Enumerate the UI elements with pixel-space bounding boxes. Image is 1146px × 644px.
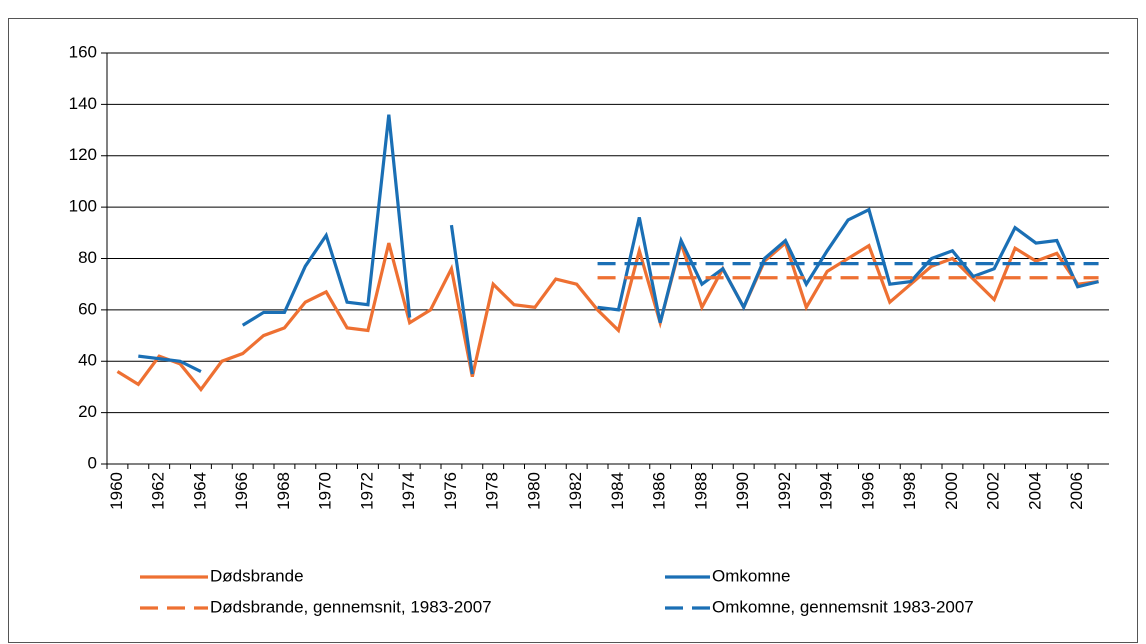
legend-label: Omkomne bbox=[712, 566, 790, 585]
y-tick-label: 140 bbox=[69, 94, 97, 113]
y-tick-label: 40 bbox=[78, 351, 97, 370]
x-tick-label: 1988 bbox=[691, 472, 710, 510]
legend-label: Dødsbrande, gennemsnit, 1983-2007 bbox=[210, 597, 492, 616]
x-tick-label: 1998 bbox=[900, 472, 919, 510]
x-tick-label: 1996 bbox=[858, 472, 877, 510]
legend-label: Omkomne, gennemsnit 1983-2007 bbox=[712, 597, 974, 616]
chart-frame bbox=[8, 18, 1138, 643]
x-tick-label: 1974 bbox=[399, 472, 418, 510]
x-tick-label: 1984 bbox=[608, 472, 627, 510]
y-tick-label: 100 bbox=[69, 197, 97, 216]
x-tick-label: 1994 bbox=[817, 472, 836, 510]
x-tick-label: 1992 bbox=[775, 472, 794, 510]
x-tick-label: 1966 bbox=[232, 472, 251, 510]
legend-label: Dødsbrande bbox=[210, 566, 304, 585]
y-tick-label: 160 bbox=[69, 42, 97, 61]
x-tick-label: 2000 bbox=[942, 472, 961, 510]
x-tick-label: 1978 bbox=[483, 472, 502, 510]
y-tick-label: 0 bbox=[88, 453, 97, 472]
y-tick-label: 60 bbox=[78, 299, 97, 318]
x-tick-label: 1980 bbox=[524, 472, 543, 510]
y-tick-label: 80 bbox=[78, 248, 97, 267]
x-tick-label: 2006 bbox=[1067, 472, 1086, 510]
x-tick-label: 1968 bbox=[274, 472, 293, 510]
x-tick-label: 1982 bbox=[566, 472, 585, 510]
y-tick-label: 120 bbox=[69, 145, 97, 164]
x-tick-label: 1962 bbox=[149, 472, 168, 510]
x-tick-label: 2002 bbox=[984, 472, 1003, 510]
x-tick-label: 1972 bbox=[357, 472, 376, 510]
x-tick-label: 1976 bbox=[441, 472, 460, 510]
x-tick-label: 1990 bbox=[733, 472, 752, 510]
x-tick-label: 1964 bbox=[190, 472, 209, 510]
x-tick-label: 1970 bbox=[316, 472, 335, 510]
series-line bbox=[138, 114, 1099, 375]
y-tick-label: 20 bbox=[78, 402, 97, 421]
x-tick-label: 2004 bbox=[1025, 472, 1044, 510]
x-tick-label: 1986 bbox=[650, 472, 669, 510]
x-tick-label: 1960 bbox=[107, 472, 126, 510]
